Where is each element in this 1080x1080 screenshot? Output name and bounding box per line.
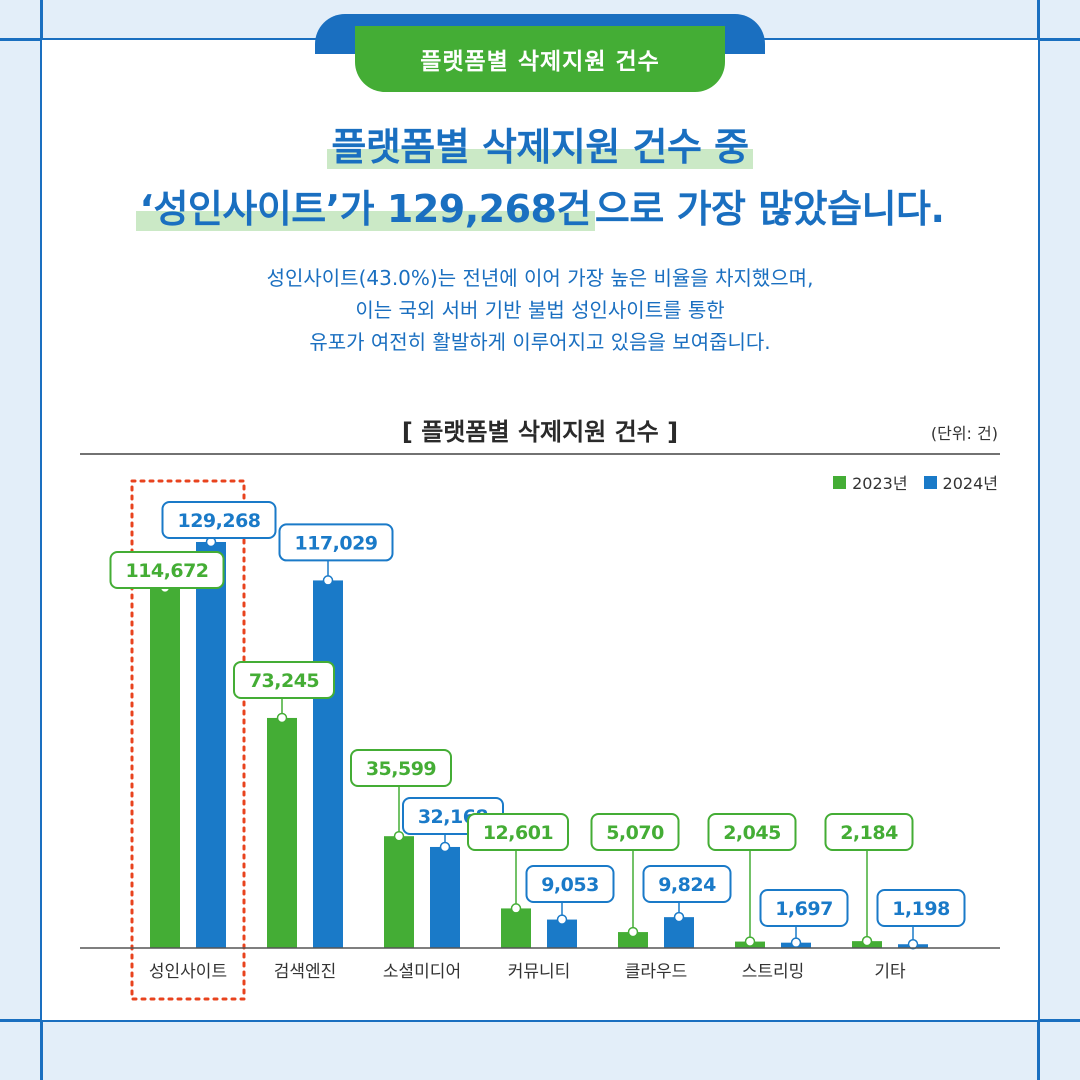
headline-line-1-text: 플랫폼별 삭제지원 건수 중: [327, 125, 753, 169]
data-label-box-2024-0: [161, 501, 277, 539]
description-line: 성인사이트(43.0%)는 전년에 이어 가장 높은 비율을 차지했으며,: [266, 266, 814, 290]
leader-dot-2024-3: [556, 914, 568, 925]
bar-2023-1: [267, 717, 297, 948]
data-label-box-2024-3: [525, 865, 615, 903]
category-label-0: 성인사이트: [149, 962, 227, 982]
frame-line-right: [1037, 0, 1040, 1080]
chart-legend: 2023년 2024년: [833, 470, 998, 494]
description-line: 이는 국외 서버 기반 불법 성인사이트를 통한: [355, 298, 725, 322]
title-tab-label: 플랫폼별 삭제지원 건수: [355, 26, 725, 92]
description-line: 유포가 여전히 활발하게 이루어지고 있음을 보여줍니다.: [309, 330, 771, 354]
legend-swatch-2024: [923, 475, 937, 489]
data-label-box-2023-1: [233, 660, 335, 699]
leader-dot-2023-4: [627, 926, 639, 938]
data-label-2024-4: 9,824: [658, 874, 716, 896]
data-label-2023-6: 2,184: [840, 822, 898, 844]
data-label-box-2024-6: [876, 889, 966, 927]
category-label-3: 커뮤니티: [508, 962, 571, 982]
data-label-2023-4: 5,070: [606, 822, 664, 844]
data-label-2023-2: 35,599: [366, 758, 436, 780]
data-label-2024-1: 117,029: [294, 532, 377, 554]
data-label-box-2023-4: [590, 813, 680, 851]
data-label-box-2024-4: [642, 865, 732, 903]
data-label-box-2024-1: [278, 523, 394, 562]
category-label-4: 클라우드: [625, 962, 688, 982]
headline-highlight: ‘성인사이트’가 129,268건: [135, 187, 595, 231]
bar-2024-2: [430, 846, 460, 948]
data-label-box-2023-0: [109, 551, 225, 589]
description: 성인사이트(43.0%)는 전년에 이어 가장 높은 비율을 차지했으며, 이는…: [0, 262, 1080, 358]
bar-2023-4: [618, 932, 648, 948]
frame-line-bottom: [0, 1019, 1080, 1022]
data-label-2024-5: 1,697: [775, 898, 833, 920]
legend-label-2024: 2024년: [942, 474, 998, 493]
data-label-box-2023-3: [467, 813, 569, 851]
data-label-2023-1: 73,245: [249, 670, 319, 692]
legend-item-2024: 2024년: [923, 470, 998, 494]
bar-2023-0: [150, 587, 180, 948]
bar-2023-3: [501, 908, 531, 948]
bar-2024-0: [196, 541, 226, 948]
legend-label-2023: 2023년: [852, 474, 908, 493]
category-label-5: 스트리밍: [742, 962, 805, 982]
data-label-box-2023-5: [707, 813, 797, 851]
data-label-2024-3: 9,053: [541, 874, 599, 896]
data-label-2024-0: 129,268: [177, 510, 260, 532]
category-label-6: 기타: [874, 962, 906, 982]
title-tab: 플랫폼별 삭제지원 건수: [315, 14, 765, 94]
bar-2023-2: [384, 836, 414, 948]
legend-swatch-2023: [833, 475, 847, 489]
data-label-2024-6: 1,198: [892, 898, 950, 920]
headline-rest: 으로 가장 많았습니다.: [594, 187, 945, 231]
data-label-2023-3: 12,601: [483, 822, 553, 844]
data-label-2023-0: 114,672: [125, 560, 208, 582]
leader-dot-2023-6: [861, 935, 873, 947]
data-label-2023-5: 2,045: [723, 822, 781, 844]
leader-dot-2023-3: [510, 903, 522, 914]
headline-line-2: ‘성인사이트’가 129,268건 으로 가장 많았습니다.: [0, 178, 1080, 233]
leader-dot-2024-1: [322, 575, 334, 586]
leader-dot-2024-5: [790, 937, 802, 948]
data-label-box-2023-2: [350, 749, 452, 787]
chart-unit: (단위: 건): [930, 424, 998, 443]
legend-item-2023: 2023년: [833, 470, 908, 494]
chart-title: [ 플랫폼별 삭제지원 건수 ]: [401, 418, 679, 446]
leader-dot-2024-4: [673, 911, 685, 923]
headline-line-1: 플랫폼별 삭제지원 건수 중: [0, 116, 1080, 171]
bar-2024-1: [313, 580, 343, 948]
data-label-box-2024-5: [759, 889, 849, 927]
category-label-1: 검색엔진: [274, 962, 337, 982]
data-label-box-2023-6: [824, 813, 914, 851]
highlight-dotted-box: [130, 479, 246, 1001]
frame-line-left: [40, 0, 43, 1080]
leader-dot-2023-1: [276, 712, 288, 724]
leader-dot-2024-2: [439, 841, 451, 853]
category-label-2: 소셜미디어: [383, 962, 461, 982]
leader-dot-2023-5: [744, 936, 756, 947]
leader-dot-2023-2: [393, 830, 405, 842]
